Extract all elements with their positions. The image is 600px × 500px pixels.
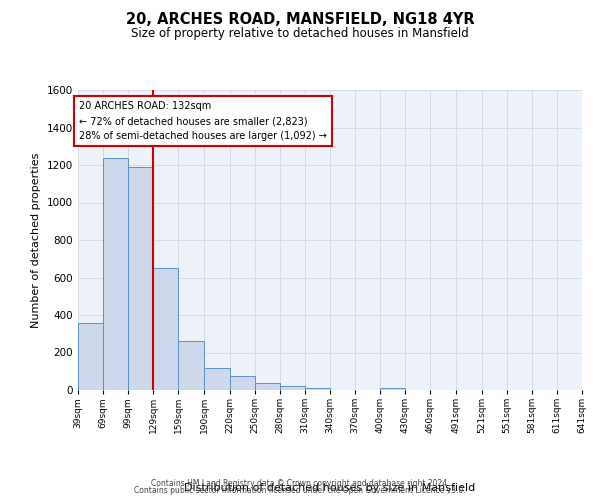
- Bar: [178, 341, 205, 390]
- Bar: [230, 376, 254, 390]
- Bar: [205, 368, 230, 390]
- Bar: [254, 382, 280, 390]
- Bar: [103, 158, 128, 390]
- Bar: [280, 386, 305, 390]
- X-axis label: Distribution of detached houses by size in Mansfield: Distribution of detached houses by size …: [184, 484, 476, 494]
- Text: 20 ARCHES ROAD: 132sqm
← 72% of detached houses are smaller (2,823)
28% of semi-: 20 ARCHES ROAD: 132sqm ← 72% of detached…: [79, 101, 327, 141]
- Text: Contains HM Land Registry data © Crown copyright and database right 2024.: Contains HM Land Registry data © Crown c…: [151, 478, 449, 488]
- Text: 20, ARCHES ROAD, MANSFIELD, NG18 4YR: 20, ARCHES ROAD, MANSFIELD, NG18 4YR: [125, 12, 475, 28]
- Bar: [154, 268, 178, 390]
- Bar: [305, 388, 330, 390]
- Bar: [128, 167, 154, 390]
- Bar: [380, 388, 406, 390]
- Text: Contains public sector information licensed under the Open Government Licence v3: Contains public sector information licen…: [134, 486, 466, 495]
- Bar: [78, 324, 103, 390]
- Text: Size of property relative to detached houses in Mansfield: Size of property relative to detached ho…: [131, 28, 469, 40]
- Y-axis label: Number of detached properties: Number of detached properties: [31, 152, 41, 328]
